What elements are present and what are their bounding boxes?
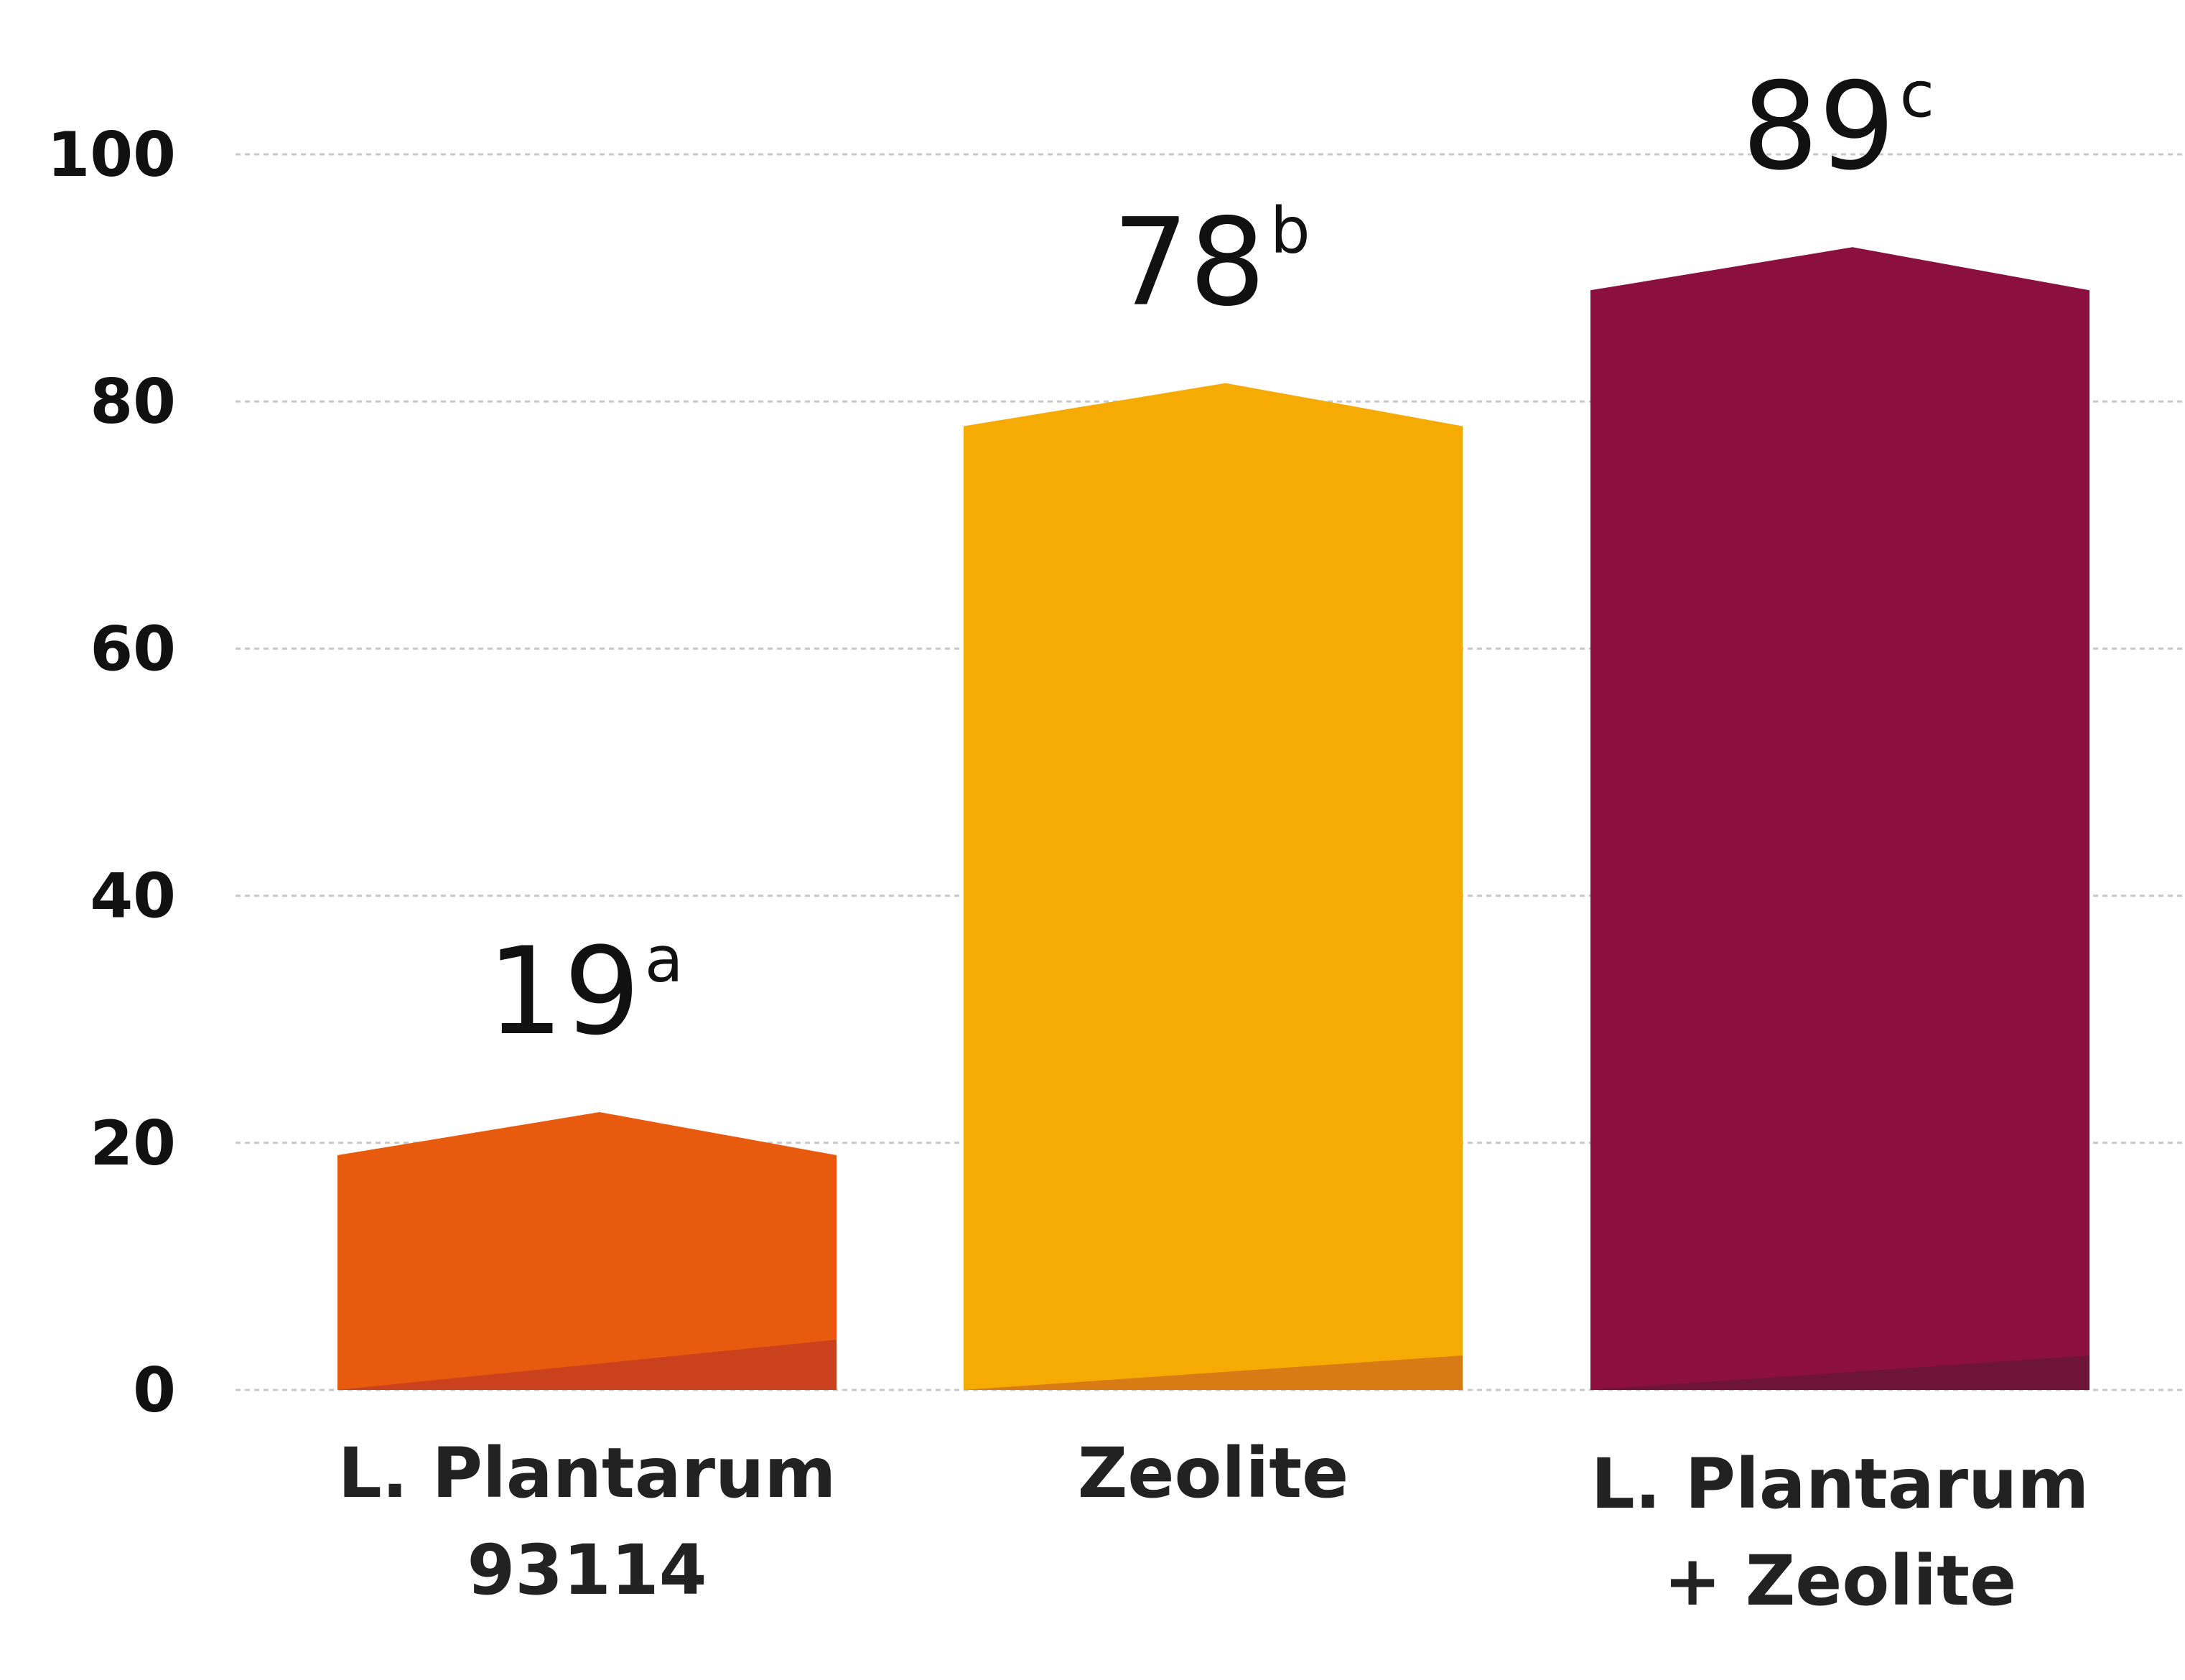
bar-shadow (337, 1340, 837, 1390)
bar (337, 1112, 837, 1390)
category-label: L. Plantarum (338, 1433, 837, 1513)
category-label: Zeolite (1078, 1433, 1348, 1513)
value-number: 19 (487, 921, 640, 1062)
y-tick-label: 0 (133, 1355, 176, 1427)
bar (964, 383, 1463, 1390)
value-label: 19a (487, 921, 684, 1062)
category-label: 93114 (467, 1530, 707, 1610)
value-labels: 19a 78b 89c (487, 56, 1934, 1062)
y-tick-label: 20 (90, 1108, 176, 1180)
value-label: 78b (1112, 192, 1310, 333)
y-axis-tick-labels: 0 20 40 60 80 100 (47, 119, 176, 1427)
bar-shadow (964, 1355, 1463, 1390)
y-tick-label: 100 (47, 119, 176, 191)
category-labels: L. Plantarum 93114 Zeolite L. Plantarum + Ze… (338, 1433, 2090, 1621)
bar (1590, 247, 2090, 1390)
y-tick-label: 40 (90, 861, 176, 933)
value-number: 78 (1112, 192, 1266, 333)
value-number: 89 (1742, 56, 1896, 197)
significance-letter: b (1270, 194, 1310, 268)
bar-shadow (1590, 1355, 2090, 1390)
significance-letter: a (645, 923, 684, 997)
value-label: 89c (1742, 56, 1934, 197)
y-tick-label: 60 (90, 613, 176, 685)
bars (337, 247, 2090, 1390)
significance-letter: c (1900, 57, 1934, 131)
category-label: L. Plantarum (1591, 1444, 2090, 1524)
y-tick-label: 80 (90, 366, 176, 438)
category-label: + Zeolite (1664, 1541, 2016, 1621)
